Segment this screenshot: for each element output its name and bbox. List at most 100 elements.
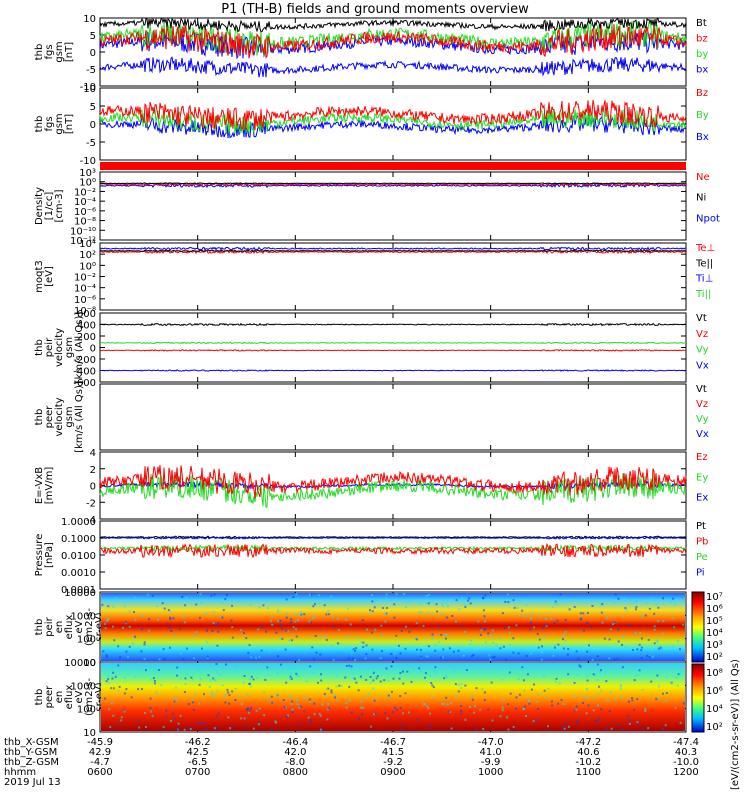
spec-noise	[137, 719, 140, 722]
spec-noise	[479, 708, 482, 711]
spec-noise	[434, 644, 437, 647]
spec-noise	[345, 706, 348, 709]
spec-noise	[258, 721, 261, 724]
spec-noise	[483, 615, 486, 618]
footer-value: -9.9	[481, 757, 501, 768]
spec-noise	[290, 672, 293, 675]
spec-noise	[175, 686, 178, 689]
legend-bt: Bt	[696, 18, 707, 29]
spec-noise	[245, 693, 248, 696]
spec-noise	[314, 634, 317, 637]
spec-noise	[336, 642, 339, 645]
y-tick-label: -200	[73, 355, 96, 366]
spec-noise	[509, 692, 512, 695]
spec-noise	[545, 623, 548, 626]
spec-noise	[387, 679, 390, 682]
spec-noise	[245, 708, 248, 711]
spec-noise	[432, 686, 435, 689]
spec-noise	[573, 709, 576, 712]
spec-noise	[372, 678, 375, 681]
spec-noise	[644, 614, 647, 617]
spec-noise	[396, 665, 399, 668]
spec-noise	[362, 641, 365, 644]
spec-noise	[263, 714, 266, 717]
spec-noise	[522, 707, 525, 710]
colorbar-tick: 10³	[706, 640, 723, 651]
spec-noise	[492, 641, 495, 644]
spec-noise	[608, 657, 611, 660]
spec-noise	[474, 705, 477, 708]
spec-noise	[631, 696, 634, 699]
y-axis-label-line: peer	[44, 685, 55, 709]
spec-noise	[596, 655, 599, 658]
spec-noise	[508, 644, 511, 647]
panel-fgs: thb fgs gsm [nT] 10 5 0 -5 -10 Bt bz by bx	[34, 14, 708, 93]
footer-value: 0700	[185, 767, 210, 778]
spec-noise	[385, 612, 388, 615]
spec-noise	[138, 726, 141, 729]
spec-noise	[349, 623, 352, 626]
spec-noise	[550, 700, 553, 703]
spec-noise	[213, 678, 216, 681]
spec-noise	[249, 709, 252, 712]
spec-noise	[608, 638, 611, 641]
spec-noise	[604, 671, 607, 674]
spec-noise	[381, 607, 384, 610]
spec-noise	[185, 647, 188, 650]
legend-bx: Bx	[696, 132, 709, 143]
spec-noise	[229, 727, 232, 730]
spec-noise	[353, 677, 356, 680]
spec-noise	[562, 638, 565, 641]
spec-noise	[445, 602, 448, 605]
y-tick-label: 0	[90, 344, 96, 355]
spec-noise	[504, 600, 507, 603]
spec-noise	[408, 711, 411, 714]
spec-noise	[547, 687, 550, 690]
spec-noise	[351, 676, 354, 679]
spec-noise	[415, 622, 418, 625]
spec-noise	[168, 626, 171, 629]
spec-noise	[289, 694, 292, 697]
spec-noise	[562, 633, 565, 636]
spec-noise	[289, 621, 292, 624]
spec-noise	[173, 700, 176, 703]
spec-noise	[217, 712, 220, 715]
spec-noise	[239, 695, 242, 698]
spec-noise	[682, 623, 685, 626]
footer-value: 41.5	[382, 747, 404, 758]
spec-noise	[357, 689, 360, 692]
spec-noise	[200, 601, 203, 604]
spec-noise	[453, 670, 456, 673]
spec-noise	[493, 655, 496, 658]
spec-noise	[470, 639, 473, 642]
colorbar-label: [eV/(cm2-s-sr-eV)] (All Qs)	[730, 659, 741, 790]
footer-label: thb_Y-GSM	[4, 747, 57, 758]
spec-noise	[586, 650, 589, 653]
series-ni	[99, 182, 687, 185]
spec-noise	[404, 606, 407, 609]
spec-noise	[385, 667, 388, 670]
spec-noise	[191, 678, 194, 681]
spec-noise	[508, 671, 511, 674]
spec-noise	[679, 648, 682, 651]
spec-noise	[333, 696, 336, 699]
spec-noise	[146, 593, 149, 596]
spec-noise	[238, 663, 241, 666]
spec-noise	[250, 656, 253, 659]
y-tick-label: 5	[90, 31, 96, 42]
spec-noise	[179, 714, 182, 717]
spec-noise	[564, 722, 567, 725]
spec-noise	[676, 640, 679, 643]
spec-noise	[650, 680, 653, 683]
spec-noise	[517, 678, 520, 681]
spec-noise	[313, 603, 316, 606]
spec-noise	[369, 612, 372, 615]
spec-noise	[292, 626, 295, 629]
y-tick-label: 2	[90, 465, 96, 476]
spec-noise	[665, 692, 668, 695]
spec-noise	[443, 677, 446, 680]
spec-noise	[658, 647, 661, 650]
spec-noise	[592, 709, 595, 712]
spec-noise	[125, 650, 128, 653]
spec-noise	[148, 666, 151, 669]
